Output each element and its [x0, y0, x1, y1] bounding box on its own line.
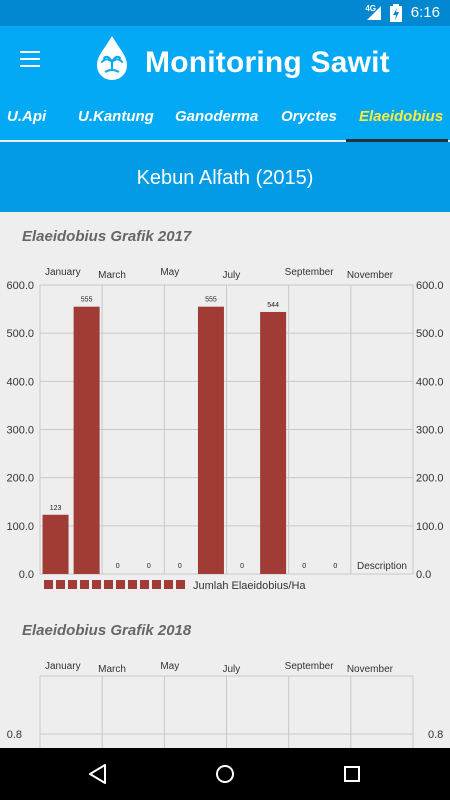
legend-swatch [92, 580, 101, 589]
x-tick-label: November [347, 664, 394, 675]
y-tick-label-left: 100.0 [6, 521, 34, 533]
hamburger-menu-icon[interactable] [20, 51, 42, 69]
tab-ganoderma[interactable]: Ganoderma [175, 108, 259, 125]
app-bar: Monitoring Sawit [0, 26, 450, 96]
y-tick-label-right: 300.0 [416, 425, 444, 437]
status-time: 6:16 [410, 4, 440, 21]
y-tick-label-left: 300.0 [6, 425, 34, 437]
bar-data-label: 544 [267, 302, 279, 309]
y-tick-label-right: 0.0 [416, 569, 431, 581]
x-tick-label: January [45, 661, 81, 672]
home-icon[interactable] [213, 762, 237, 786]
legend-swatch [80, 580, 89, 589]
bar-data-label: 0 [240, 563, 244, 570]
y-tick-label-right: 100.0 [416, 521, 444, 533]
tab-elaeidobius[interactable]: Elaeidobius [359, 108, 444, 125]
chart-title-2018: Elaeidobius Grafik 2018 [22, 622, 192, 639]
y-tick-label-left: 0.8 [7, 729, 22, 741]
bar-august [260, 311, 287, 574]
legend-swatch [140, 580, 149, 589]
bar-data-label: 555 [81, 297, 93, 304]
y-tick-label-left: 500.0 [6, 328, 34, 340]
tab-oryctes[interactable]: Oryctes [281, 108, 337, 125]
back-icon[interactable] [86, 762, 110, 786]
active-tab-indicator [346, 139, 448, 142]
bar-data-label: 0 [147, 563, 151, 570]
x-tick-label: March [98, 664, 126, 675]
chart-title-2017: Elaeidobius Grafik 2017 [22, 228, 192, 245]
legend-swatch [116, 580, 125, 589]
recents-icon[interactable] [340, 762, 364, 786]
legend-label: Jumlah Elaeidobius/Ha [193, 580, 306, 592]
navigation-bar [0, 748, 450, 800]
x-tick-label: March [98, 270, 126, 281]
y-tick-label-right: 200.0 [416, 473, 444, 485]
x-tick-label: January [45, 267, 81, 278]
bar-data-label: 0 [333, 563, 337, 570]
battery-charging-icon [390, 4, 402, 22]
legend-swatch [128, 580, 137, 589]
bar-june [197, 306, 224, 574]
legend-swatch [164, 580, 173, 589]
legend-swatch [152, 580, 161, 589]
y-tick-label-right: 400.0 [416, 376, 444, 388]
bar-data-label: 555 [205, 297, 217, 304]
x-tick-label: May [160, 267, 179, 278]
x-tick-label: September [285, 661, 335, 672]
chart-description: Description [357, 561, 407, 572]
plantation-title: Kebun Alfath (2015) [0, 142, 450, 212]
signal-icon [367, 6, 381, 20]
x-tick-label: May [160, 661, 179, 672]
status-bar: 4G 6:16 [0, 0, 450, 26]
tab-u-kantung[interactable]: U.Kantung [78, 108, 154, 125]
tab-u-api[interactable]: U.Api [7, 108, 47, 125]
y-tick-label-left: 0.0 [19, 569, 34, 581]
bar-data-label: 0 [116, 563, 120, 570]
bar-data-label: 0 [178, 563, 182, 570]
bar-chart-2018: January March May July September November 0.8 0… [7, 661, 443, 748]
y-tick-label-left: 600.0 [6, 280, 34, 292]
network-type-label: 4G [365, 4, 376, 13]
y-tick-label-right: 600.0 [416, 280, 444, 292]
bar-data-label: 123 [50, 505, 62, 512]
legend-swatch [56, 580, 65, 589]
bar-february [73, 306, 100, 574]
legend-swatch [176, 580, 185, 589]
bar-january [42, 514, 69, 574]
y-tick-label-right: 500.0 [416, 328, 444, 340]
tab-bar: U.Api U.Kantung Ganoderma Oryctes Elaeid… [0, 96, 450, 140]
legend-swatch [44, 580, 53, 589]
x-tick-label: July [223, 270, 241, 281]
x-tick-label: July [223, 664, 241, 675]
legend-swatch [104, 580, 113, 589]
x-tick-label: November [347, 270, 394, 281]
bar-data-label: 0 [302, 563, 306, 570]
bar-chart-2017: January March May July September November 0.0 0… [6, 267, 444, 592]
app-title: Monitoring Sawit [145, 46, 390, 79]
y-tick-label-left: 200.0 [6, 473, 34, 485]
legend-swatch [68, 580, 77, 589]
y-tick-label-right: 0.8 [428, 729, 443, 741]
palm-drop-logo-icon [97, 36, 127, 80]
y-tick-label-left: 400.0 [6, 376, 34, 388]
x-tick-label: September [285, 267, 335, 278]
